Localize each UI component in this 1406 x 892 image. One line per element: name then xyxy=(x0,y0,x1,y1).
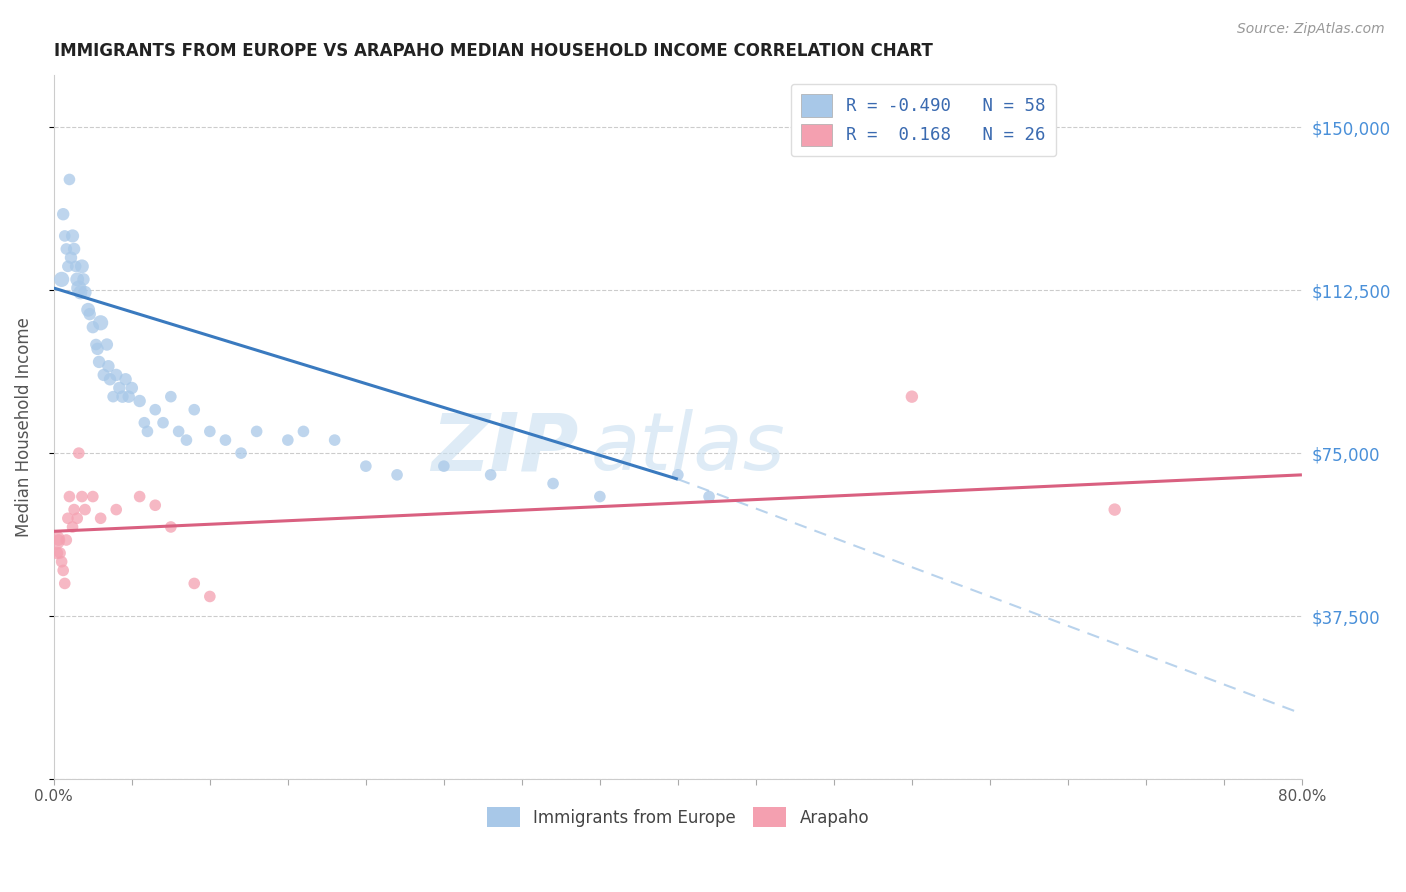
Text: ZIP: ZIP xyxy=(430,409,578,487)
Point xyxy=(86,342,108,356)
Point xyxy=(1104,502,1126,516)
Point xyxy=(105,502,128,516)
Point xyxy=(46,546,69,560)
Point xyxy=(87,355,110,369)
Point xyxy=(277,433,299,447)
Point xyxy=(246,425,269,439)
Point xyxy=(49,546,72,560)
Point xyxy=(128,490,150,504)
Point xyxy=(70,490,93,504)
Point xyxy=(55,242,77,256)
Point xyxy=(66,511,89,525)
Point xyxy=(70,260,93,274)
Point xyxy=(229,446,252,460)
Point xyxy=(90,511,112,525)
Point xyxy=(93,368,115,382)
Point xyxy=(385,467,408,482)
Point xyxy=(59,251,82,265)
Point xyxy=(152,416,174,430)
Point xyxy=(136,425,159,439)
Point xyxy=(52,207,75,221)
Point xyxy=(128,394,150,409)
Point xyxy=(214,433,236,447)
Point xyxy=(56,511,79,525)
Point xyxy=(198,425,221,439)
Point xyxy=(134,416,156,430)
Point xyxy=(541,476,564,491)
Point xyxy=(72,272,94,286)
Point xyxy=(198,590,221,604)
Point xyxy=(118,390,141,404)
Point xyxy=(67,281,90,295)
Point xyxy=(160,520,183,534)
Point xyxy=(143,402,166,417)
Point xyxy=(433,459,456,474)
Point xyxy=(183,576,205,591)
Point xyxy=(55,533,77,547)
Point xyxy=(90,316,112,330)
Point xyxy=(354,459,377,474)
Point xyxy=(51,555,73,569)
Point xyxy=(176,433,198,447)
Point xyxy=(143,498,166,512)
Legend: Immigrants from Europe, Arapaho: Immigrants from Europe, Arapaho xyxy=(479,800,876,834)
Point xyxy=(62,520,84,534)
Point xyxy=(108,381,131,395)
Point xyxy=(666,467,689,482)
Point xyxy=(292,425,315,439)
Point xyxy=(82,320,104,334)
Text: IMMIGRANTS FROM EUROPE VS ARAPAHO MEDIAN HOUSEHOLD INCOME CORRELATION CHART: IMMIGRANTS FROM EUROPE VS ARAPAHO MEDIAN… xyxy=(53,42,932,60)
Point xyxy=(48,533,70,547)
Point xyxy=(101,390,124,404)
Point xyxy=(114,372,136,386)
Point xyxy=(67,446,90,460)
Point xyxy=(183,402,205,417)
Point xyxy=(167,425,190,439)
Y-axis label: Median Household Income: Median Household Income xyxy=(15,318,32,537)
Point xyxy=(105,368,128,382)
Point xyxy=(323,433,346,447)
Point xyxy=(82,490,104,504)
Point xyxy=(44,533,66,547)
Point xyxy=(160,390,183,404)
Point xyxy=(65,260,87,274)
Point xyxy=(121,381,143,395)
Point xyxy=(53,228,76,243)
Point xyxy=(79,307,101,321)
Point xyxy=(697,490,720,504)
Point xyxy=(77,302,100,317)
Text: Source: ZipAtlas.com: Source: ZipAtlas.com xyxy=(1237,22,1385,37)
Point xyxy=(98,372,121,386)
Point xyxy=(63,502,86,516)
Point xyxy=(56,260,79,274)
Text: atlas: atlas xyxy=(591,409,786,487)
Point xyxy=(62,228,84,243)
Point xyxy=(73,285,96,300)
Point xyxy=(58,172,80,186)
Point xyxy=(589,490,612,504)
Point xyxy=(479,467,502,482)
Point xyxy=(58,490,80,504)
Point xyxy=(73,502,96,516)
Point xyxy=(66,272,89,286)
Point xyxy=(53,576,76,591)
Point xyxy=(52,563,75,577)
Point xyxy=(51,272,73,286)
Point xyxy=(69,285,91,300)
Point xyxy=(63,242,86,256)
Point xyxy=(96,337,118,351)
Point xyxy=(111,390,134,404)
Point xyxy=(97,359,120,374)
Point xyxy=(84,337,107,351)
Point xyxy=(901,390,924,404)
